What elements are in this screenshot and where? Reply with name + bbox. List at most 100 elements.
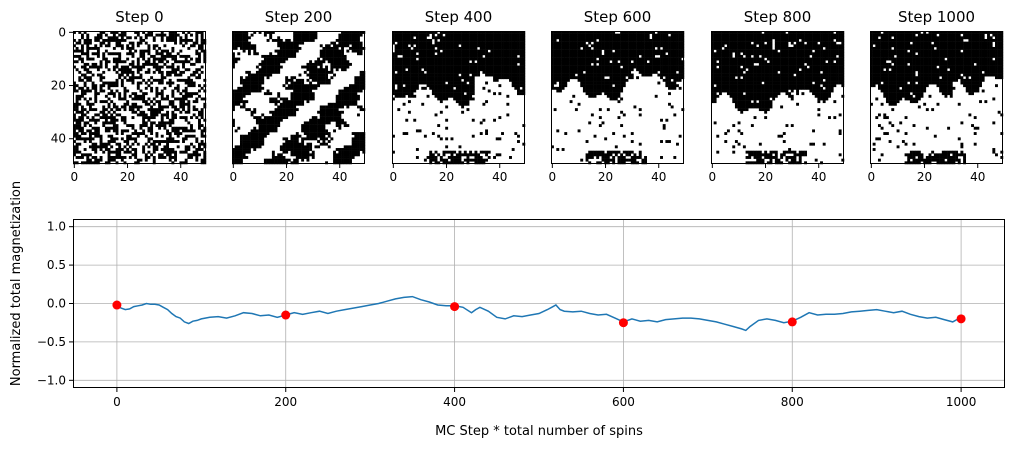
spin-cell: [564, 76, 567, 79]
spin-cell: [490, 39, 493, 42]
spin-cell: [92, 127, 95, 130]
spin-cell: [174, 39, 177, 42]
spin-cell: [360, 44, 363, 47]
spin-cell: [631, 47, 634, 50]
spin-cell: [349, 159, 352, 162]
spin-cell: [514, 71, 517, 74]
spin-cell: [612, 92, 615, 95]
spin-cell: [501, 71, 504, 74]
spin-cell: [198, 44, 201, 47]
spin-cell: [309, 148, 312, 151]
spin-cell: [330, 55, 333, 58]
spin-cell: [100, 87, 103, 90]
spin-cell: [421, 36, 424, 39]
spin-cell: [352, 103, 355, 106]
spin-cell: [145, 124, 148, 127]
spin-cell: [596, 34, 599, 37]
spin-cell: [591, 84, 594, 87]
spin-cell: [185, 135, 188, 138]
spin-cell: [174, 151, 177, 154]
spin-cell: [322, 135, 325, 138]
spin-cell: [174, 71, 177, 74]
spin-cell: [153, 44, 156, 47]
spin-cell: [562, 76, 565, 79]
spin-cell: [599, 63, 602, 66]
spin-cell: [140, 82, 143, 85]
spin-cell: [163, 140, 166, 143]
spin-cell: [76, 98, 79, 101]
spin-cell: [485, 68, 488, 71]
spin-cell: [459, 55, 462, 58]
spin-cell: [665, 42, 668, 45]
spin-cell: [453, 98, 456, 101]
spin-cell: [395, 36, 398, 39]
spin-cell: [554, 58, 557, 61]
spin-cell: [195, 100, 198, 103]
spin-cell: [419, 82, 422, 85]
spin-cell: [575, 55, 578, 58]
spin-cell: [97, 135, 100, 138]
spin-cell: [512, 36, 515, 39]
spin-cell: [416, 156, 419, 159]
spin-cell: [762, 36, 765, 39]
spin-cell: [293, 153, 296, 156]
spin-cell: [636, 34, 639, 37]
spin-cell: [198, 95, 201, 98]
spin-cell: [413, 95, 416, 98]
spin-cell: [575, 71, 578, 74]
spin-cell: [482, 36, 485, 39]
spin-cell: [338, 100, 341, 103]
spin-cell: [291, 153, 294, 156]
spin-cell: [448, 60, 451, 63]
spin-cell: [280, 103, 283, 106]
spin-cell: [285, 76, 288, 79]
spin-cell: [240, 36, 243, 39]
spin-cell: [453, 95, 456, 98]
spin-cell: [506, 58, 509, 61]
spin-cell: [655, 95, 658, 98]
spin-cell: [338, 124, 341, 127]
spin-cell: [309, 95, 312, 98]
spin-cell: [644, 63, 647, 66]
spin-cell: [496, 137, 499, 140]
spin-cell: [190, 34, 193, 37]
spin-cell: [395, 68, 398, 71]
spin-cell: [647, 44, 650, 47]
spin-cell: [137, 108, 140, 111]
heatmap-title: Step 600: [584, 8, 652, 26]
spin-cell: [264, 58, 267, 61]
spin-cell: [134, 105, 137, 108]
spin-cell: [604, 60, 607, 63]
spin-cell: [564, 47, 567, 50]
spin-cell: [352, 36, 355, 39]
spin-cell: [612, 36, 615, 39]
spin-cell: [248, 137, 251, 140]
spin-cell: [604, 82, 607, 85]
spin-cell: [397, 92, 400, 95]
spin-cell: [237, 156, 240, 159]
spin-cell: [256, 87, 259, 90]
spin-cell: [338, 103, 341, 106]
spin-cell: [665, 79, 668, 82]
spin-cell: [408, 66, 411, 69]
spin-cell: [649, 71, 652, 74]
spin-cell: [562, 68, 565, 71]
spin-cell: [248, 47, 251, 50]
spin-cell: [668, 58, 671, 61]
spin-cell: [738, 34, 741, 37]
spin-cell: [443, 98, 446, 101]
spin-cell: [501, 63, 504, 66]
spin-cell: [341, 95, 344, 98]
spin-cell: [780, 34, 783, 37]
spin-cell: [429, 151, 432, 154]
spin-cell: [554, 44, 557, 47]
spin-cell: [564, 132, 567, 135]
spin-cell: [155, 52, 158, 55]
spin-cell: [341, 68, 344, 71]
spin-cell: [137, 159, 140, 162]
spin-cell: [357, 151, 360, 154]
spin-cell: [126, 143, 129, 146]
spin-cell: [583, 36, 586, 39]
spin-cell: [140, 52, 143, 55]
spin-cell: [328, 111, 331, 114]
